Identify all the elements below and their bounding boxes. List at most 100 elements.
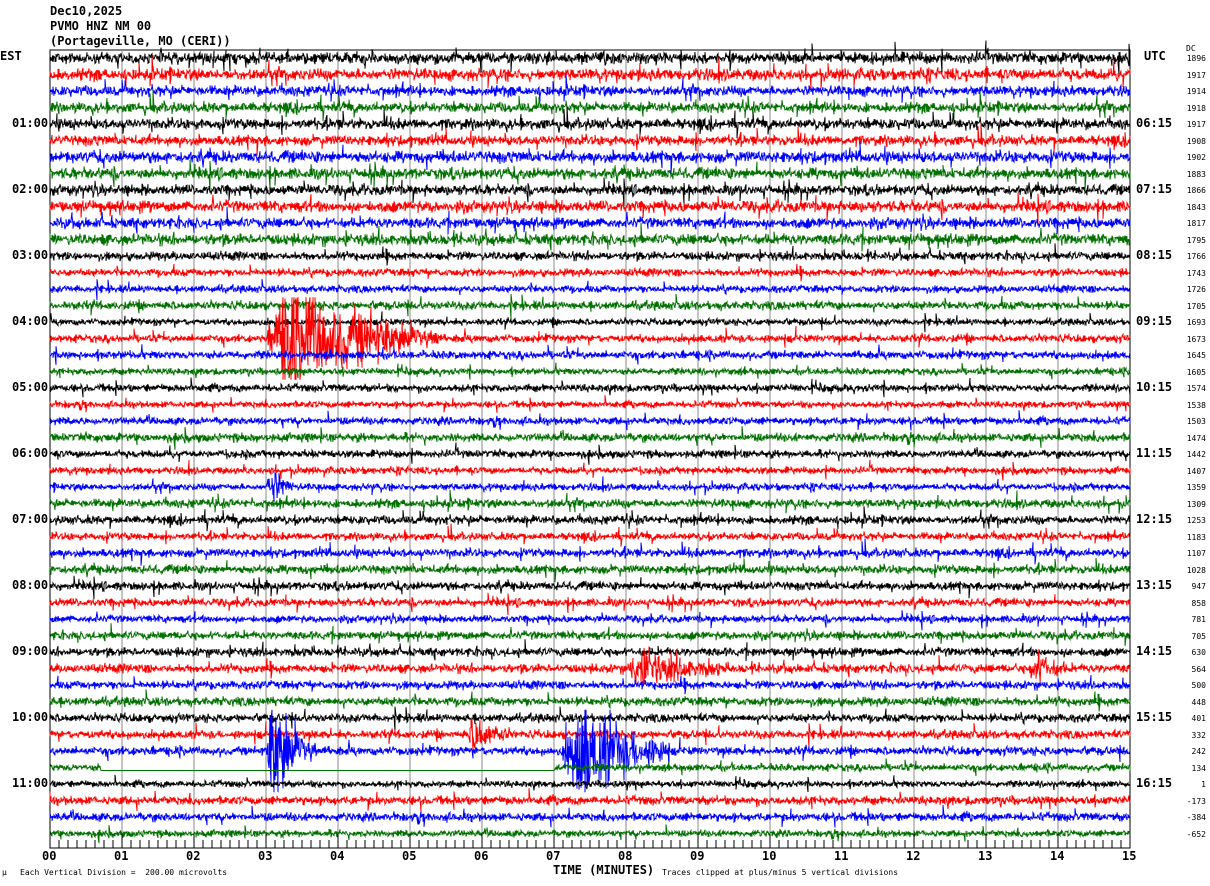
dc-offset-label: 1442 [1186,450,1206,459]
dc-offset-label: 1673 [1186,334,1206,344]
dc-offset-label: 1693 [1186,318,1206,327]
dc-offset-label: 1538 [1186,400,1206,410]
dc-offset-label: 1705 [1186,301,1206,311]
x-tick-label: 14 [1050,849,1065,863]
utc-time-label: 16:15 [1136,776,1173,790]
trace-row-0 [49,40,1131,75]
dc-offset-label: 1574 [1186,384,1206,393]
dc-offset-label: 1645 [1186,351,1206,360]
dc-offset-label: 1918 [1186,103,1206,113]
est-time-label: 10:00 [12,710,49,724]
dc-offset-label: 630 [1191,648,1206,657]
trace-row-40 [49,706,1131,731]
trace-row-38 [49,675,1131,695]
trace-row-3 [49,89,1131,122]
utc-time-label: 08:15 [1136,248,1173,262]
x-tick-label: 07 [546,849,561,863]
x-axis-label: TIME (MINUTES) [553,863,655,877]
dc-offset-label: 401 [1191,714,1206,723]
chart-date: Dec10,2025 [50,4,123,18]
trace-row-27 [49,489,1131,514]
trace-row-29 [49,523,1131,547]
units-mark: μ [2,868,7,877]
trace-row-30 [49,538,1131,566]
dc-offset-label: 448 [1191,697,1206,707]
utc-time-label: 09:15 [1136,314,1173,328]
trace-row-32 [49,575,1131,600]
trace-row-43 [49,758,1131,776]
est-time-label: 04:00 [12,314,49,328]
trace-row-23 [49,426,1131,450]
dc-offset-label: 1766 [1186,252,1206,261]
dc-offset-label: 1908 [1186,136,1206,146]
est-time-label: 02:00 [12,182,49,196]
trace-row-37 [49,646,1131,687]
trace-row-18 [49,344,1131,365]
trace-row-20 [49,377,1131,398]
x-tick-label: 04 [330,849,345,863]
est-time-label: 08:00 [12,578,49,592]
trace-row-47 [49,824,1131,844]
trace-row-1 [49,55,1131,89]
trace-row-45 [49,788,1131,812]
est-time-label: 06:00 [12,446,49,460]
trace-row-5 [49,123,1131,156]
utc-time-label: 11:15 [1136,446,1173,460]
dc-offset-label: 781 [1191,615,1206,624]
x-tick-label: 12 [906,849,921,863]
trace-row-8 [49,177,1131,207]
est-time-label: 03:00 [12,248,49,262]
trace-row-15 [49,293,1131,319]
dc-offset-label: 705 [1191,631,1206,641]
dc-offset-label: 1726 [1186,285,1206,294]
dc-offset-label: 1883 [1186,169,1206,179]
x-tick-label: 11 [834,849,849,863]
left-axis-title: EST [0,49,22,63]
utc-time-label: 14:15 [1136,644,1173,658]
trace-row-2 [49,74,1131,103]
dc-offset-label: 1743 [1186,268,1206,278]
trace-row-19 [49,362,1131,380]
dc-offset-label: 1843 [1186,202,1206,212]
trace-row-9 [49,192,1131,225]
trace-row-39 [49,689,1131,712]
trace-row-42 [49,709,1131,793]
x-tick-label: 03 [258,849,273,863]
dc-offset-label: 1795 [1186,235,1206,245]
trace-row-13 [49,263,1131,282]
dc-offset-label: 1817 [1186,219,1206,228]
utc-time-label: 15:15 [1136,710,1173,724]
trace-row-46 [49,805,1131,828]
x-tick-label: 08 [618,849,633,863]
dc-offset-label: -173 [1186,796,1206,806]
trace-row-28 [49,506,1131,532]
dc-offset-label: 1028 [1186,565,1206,575]
trace-row-12 [49,243,1131,266]
trace-row-44 [49,774,1131,793]
dc-offset-label: 858 [1191,598,1206,608]
trace-row-6 [49,142,1131,175]
dc-offset-label: 1917 [1186,120,1206,129]
x-tick-label: 00 [42,849,57,863]
footer-clip: Traces clipped at plus/minus 5 vertical … [662,868,899,877]
dc-offset-label: 332 [1191,730,1206,740]
dc-offset-label: 134 [1191,763,1206,773]
x-tick-label: 10 [762,849,777,863]
trace-row-7 [49,159,1131,192]
right-axis-title: UTC [1144,49,1166,63]
x-tick-label: 01 [114,849,129,863]
dc-offset-label: 1917 [1186,70,1206,80]
x-tick-label: 06 [474,849,489,863]
dc-offset-label: 1503 [1186,417,1206,426]
trace-row-17 [49,297,1131,380]
x-tick-label: 13 [978,849,993,863]
dc-offset-label: 1183 [1186,532,1206,542]
plot-frame [49,49,1131,849]
est-time-label: 01:00 [12,116,49,130]
est-time-label: 05:00 [12,380,49,394]
dc-offset-label: 1359 [1186,483,1206,492]
trace-row-34 [49,610,1131,631]
trace-row-11 [49,222,1131,252]
dc-offset-label: 564 [1191,664,1206,674]
